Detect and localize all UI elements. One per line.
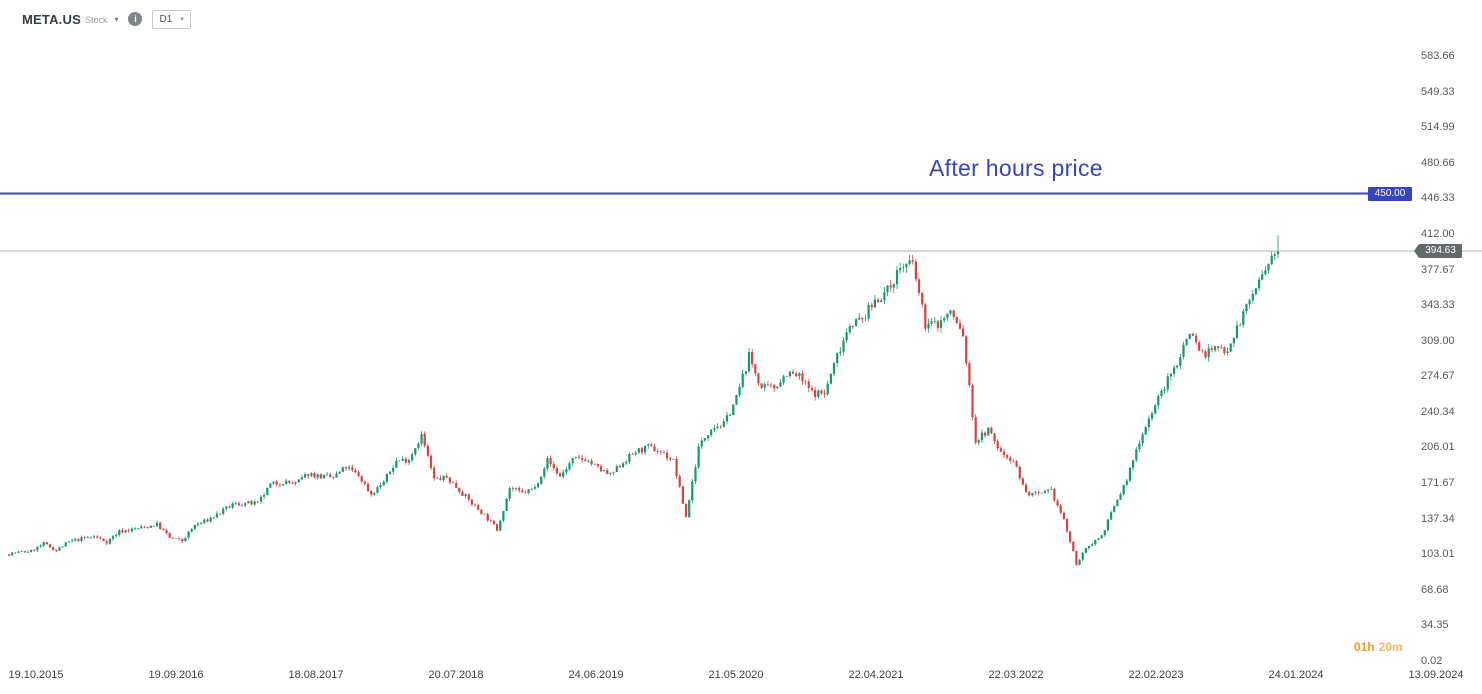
timeframe-select[interactable]: D1 ▾ xyxy=(152,9,191,29)
countdown-hours: 01h xyxy=(1354,640,1375,654)
up-candle-bodies xyxy=(11,250,1280,565)
up-candle-wicks xyxy=(11,235,1279,566)
instrument-header: META.US Stock ▾ i D1 ▾ xyxy=(22,9,191,29)
after-hours-annotation: After hours price xyxy=(929,155,1103,181)
timeframe-value: D1 xyxy=(159,13,173,25)
current-price-tag: 394.63 xyxy=(1414,243,1462,258)
symbol-name: META.US xyxy=(22,11,81,27)
down-candle-bodies xyxy=(8,260,1226,565)
session-countdown: 01h 20m xyxy=(1354,640,1403,654)
countdown-minutes: 20m xyxy=(1378,640,1403,654)
timeframe-dropdown-icon: ▾ xyxy=(180,16,184,23)
symbol-dropdown-icon[interactable]: ▾ xyxy=(114,14,119,24)
down-candle-wicks xyxy=(8,254,1225,566)
instrument-type-label: Stock xyxy=(84,15,108,25)
after-hours-price-tag: 450.00 xyxy=(1368,186,1412,201)
info-icon[interactable]: i xyxy=(128,12,143,26)
